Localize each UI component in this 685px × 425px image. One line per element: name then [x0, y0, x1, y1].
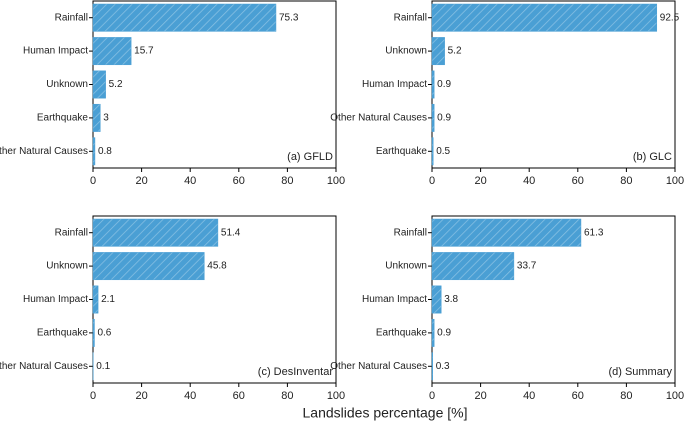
x-tick-label: 20	[474, 175, 486, 187]
bar	[92, 37, 132, 66]
x-tick-label: 100	[327, 390, 345, 402]
annotation: (c) DesInventar	[258, 366, 334, 378]
y-tick-label: Human Impact	[362, 294, 427, 305]
value-label: 3.8	[444, 294, 458, 305]
x-tick-label: 80	[620, 175, 632, 187]
x-tick-label: 80	[620, 390, 632, 402]
bar	[431, 285, 442, 314]
y-tick-label: Human Impact	[23, 294, 88, 305]
value-label: 0.9	[437, 113, 451, 124]
x-tick-label: 20	[135, 175, 147, 187]
x-tick-label: 0	[90, 175, 96, 187]
annotation: (d) Summary	[608, 366, 672, 378]
x-tick-label: 60	[572, 175, 584, 187]
x-tick-label: 20	[474, 390, 486, 402]
value-label: 51.4	[221, 227, 241, 238]
annotation: (a) GFLD	[287, 151, 333, 163]
y-tick-label: Human Impact	[362, 79, 427, 90]
x-tick-label: 100	[666, 390, 684, 402]
y-tick-label: Rainfall	[55, 12, 88, 23]
value-label: 0.6	[97, 328, 111, 339]
value-label: 3	[103, 113, 109, 124]
value-label: 0.9	[437, 328, 451, 339]
annotation: (b) GLC	[633, 151, 672, 163]
value-label: 2.1	[101, 294, 115, 305]
value-label: 45.8	[207, 261, 227, 272]
bar	[431, 318, 435, 347]
x-tick-label: 0	[429, 390, 435, 402]
value-label: 5.2	[109, 79, 123, 90]
value-label: 0.9	[437, 79, 451, 90]
bar	[431, 103, 435, 132]
value-label: 0.1	[96, 361, 110, 372]
bar	[92, 318, 95, 347]
value-label: 0.5	[436, 146, 450, 157]
x-tick-label: 0	[90, 390, 96, 402]
y-tick-label: Other Natural Causes	[0, 361, 88, 372]
bar	[92, 252, 205, 281]
bar	[92, 103, 101, 132]
bar	[431, 37, 445, 66]
x-tick-label: 40	[184, 175, 196, 187]
value-label: 33.7	[517, 261, 537, 272]
value-label: 15.7	[134, 46, 154, 57]
bar	[92, 285, 99, 314]
bar	[92, 3, 277, 32]
bar	[92, 137, 96, 166]
y-tick-label: Human Impact	[23, 46, 88, 57]
y-tick-label: Unknown	[46, 261, 88, 272]
bar	[431, 252, 515, 281]
y-tick-label: Other Natural Causes	[330, 361, 427, 372]
bar	[431, 137, 434, 166]
bar	[431, 3, 658, 32]
y-tick-label: Earthquake	[37, 113, 89, 124]
x-tick-label: 60	[233, 390, 245, 402]
x-tick-label: 20	[135, 390, 147, 402]
x-tick-label: 40	[523, 175, 535, 187]
value-label: 5.2	[448, 46, 462, 57]
x-tick-label: 100	[666, 175, 684, 187]
x-tick-label: 80	[281, 390, 293, 402]
bar	[431, 352, 433, 381]
x-tick-label: 100	[327, 175, 345, 187]
y-tick-label: Rainfall	[55, 227, 88, 238]
y-tick-label: Unknown	[385, 46, 427, 57]
y-tick-label: Earthquake	[376, 146, 428, 157]
y-tick-label: Rainfall	[394, 12, 427, 23]
y-tick-label: Earthquake	[37, 328, 89, 339]
y-tick-label: Earthquake	[376, 328, 428, 339]
bar	[92, 218, 219, 247]
y-tick-label: Unknown	[385, 261, 427, 272]
y-tick-label: Other Natural Causes	[330, 113, 427, 124]
x-axis-label: Landslides percentage [%]	[303, 405, 468, 421]
bar	[431, 218, 582, 247]
x-tick-label: 60	[572, 390, 584, 402]
value-label: 0.3	[436, 361, 450, 372]
bar	[92, 70, 106, 99]
x-tick-label: 40	[184, 390, 196, 402]
y-tick-label: Other Natural Causes	[0, 146, 88, 157]
x-tick-label: 80	[281, 175, 293, 187]
y-tick-label: Rainfall	[394, 227, 427, 238]
x-tick-label: 60	[233, 175, 245, 187]
y-tick-label: Unknown	[46, 79, 88, 90]
x-tick-label: 0	[429, 175, 435, 187]
value-label: 92.5	[660, 12, 680, 23]
bar	[431, 70, 435, 99]
value-label: 61.3	[584, 227, 604, 238]
x-tick-label: 40	[523, 390, 535, 402]
value-label: 75.3	[279, 12, 299, 23]
value-label: 0.8	[98, 146, 112, 157]
